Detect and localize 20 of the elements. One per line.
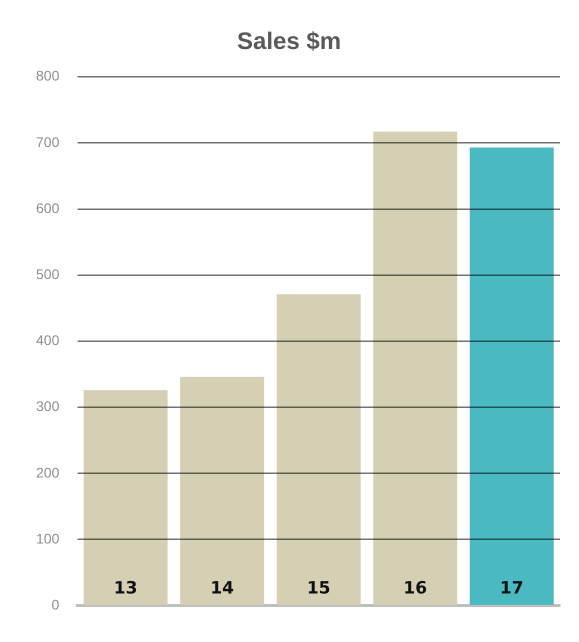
chart-title: Sales $m: [236, 28, 342, 56]
bar: [276, 294, 361, 605]
y-tick-label: 700: [36, 134, 60, 150]
bar: [180, 376, 264, 605]
y-tick-label: 600: [36, 200, 60, 216]
x-tick-label: 14: [210, 578, 234, 599]
x-tick-label: 17: [500, 578, 524, 599]
x-tick-label: 13: [114, 578, 138, 599]
y-tick-label: 200: [36, 464, 60, 480]
bar: [470, 148, 554, 605]
x-tick-label: 16: [403, 578, 428, 599]
x-tick-label: 15: [306, 578, 331, 599]
y-tick-label: 400: [36, 332, 60, 348]
y-tick-label: 300: [36, 398, 60, 414]
y-tick-label: 0: [52, 596, 60, 612]
bar: [84, 390, 168, 605]
bar: [373, 132, 458, 605]
y-tick-label: 100: [36, 530, 60, 546]
y-tick-label: 500: [36, 266, 60, 282]
y-tick-label: 800: [36, 68, 60, 84]
